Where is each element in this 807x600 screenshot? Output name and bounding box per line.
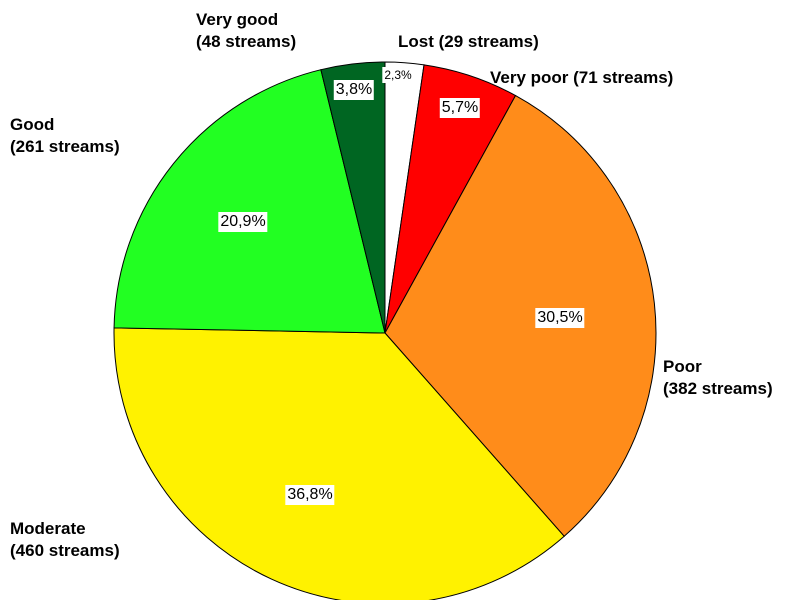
slice-label: Lost (29 streams) (398, 32, 539, 51)
data-label: 5,7% (439, 98, 481, 118)
slice-label: Very poor (71 streams) (490, 68, 674, 87)
slice-label: Poor (382 streams) (663, 357, 773, 398)
pie-slice (113, 327, 565, 600)
slice-label: Good (261 streams) (10, 115, 120, 156)
data-label: 20,9% (218, 212, 268, 232)
data-label: 3,8% (333, 80, 375, 100)
data-label: 2,3% (382, 67, 414, 83)
pie-slice (384, 94, 657, 537)
data-label: 30,5% (535, 308, 585, 328)
slice-label: Moderate (460 streams) (10, 519, 120, 560)
slice-label: Very good (48 streams) (196, 10, 297, 51)
pie-slice (113, 69, 386, 334)
pie-slice (320, 61, 386, 334)
data-label: 36,8% (285, 485, 335, 505)
